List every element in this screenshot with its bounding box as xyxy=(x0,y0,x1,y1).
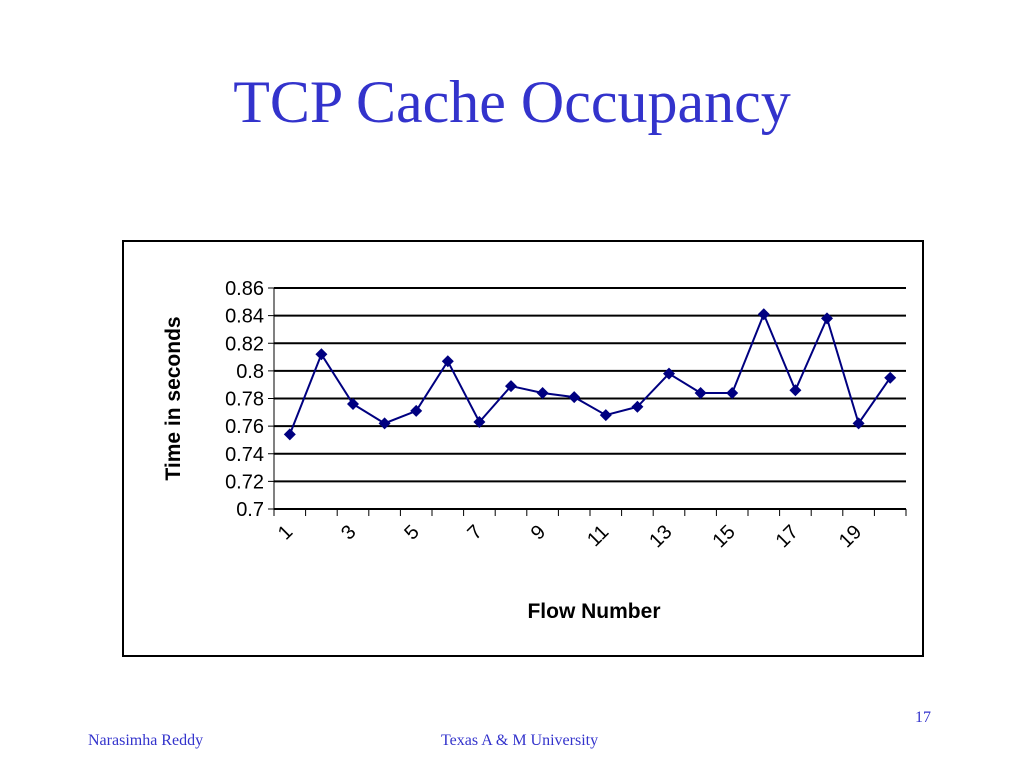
y-tick-label: 0.84 xyxy=(225,306,264,328)
y-tick-label: 0.78 xyxy=(225,389,264,411)
data-point xyxy=(410,404,423,417)
data-point xyxy=(789,384,802,397)
x-tick-label: 11 xyxy=(583,521,613,551)
data-point xyxy=(663,367,675,380)
footer-author: Narasimha Reddy xyxy=(88,732,204,749)
y-tick-label: 0.82 xyxy=(225,333,264,355)
y-axis-title: Time in seconds xyxy=(162,316,185,480)
data-point xyxy=(757,308,770,321)
data-point xyxy=(568,391,581,404)
data-point xyxy=(283,428,296,441)
data-point xyxy=(726,386,739,399)
data-point xyxy=(884,371,897,384)
y-tick-label: 0.7 xyxy=(236,499,264,521)
data-point xyxy=(631,400,644,413)
y-tick-label: 0.8 xyxy=(236,361,264,383)
data-point xyxy=(505,380,517,393)
x-tick-label: 1 xyxy=(274,521,297,544)
data-point xyxy=(378,417,391,430)
y-tick-label: 0.72 xyxy=(225,471,264,493)
data-point xyxy=(536,386,549,399)
x-tick-label: 13 xyxy=(645,521,676,552)
x-axis-title: Flow Number xyxy=(527,600,660,623)
data-point xyxy=(821,312,833,325)
x-tick-label: 9 xyxy=(527,521,550,544)
data-point xyxy=(694,386,707,399)
y-tick-label: 0.76 xyxy=(225,416,264,438)
x-tick-label: 3 xyxy=(337,521,360,544)
data-point xyxy=(347,398,359,411)
line-chart: 0.860.840.820.80.780.760.740.720.71 3 5 7 9 1… xyxy=(162,278,907,623)
x-tick-label: 17 xyxy=(772,521,803,552)
x-tick-label: 5 xyxy=(400,521,423,544)
data-point xyxy=(473,415,486,428)
footer-organization: Texas A & M University xyxy=(441,732,599,749)
y-tick-label: 0.86 xyxy=(225,278,264,300)
x-tick-label: 15 xyxy=(708,521,739,552)
data-point xyxy=(315,348,328,361)
data-point xyxy=(852,417,865,430)
x-tick-label: 19 xyxy=(835,521,866,552)
chart-frame: 0.86 0.84 0.82 0.8 0.78 0.76 0.74 0.72 0.7 1 3 5 7 9 1… xyxy=(122,240,924,657)
x-tick-label: 7 xyxy=(464,521,487,544)
data-point xyxy=(599,409,612,422)
y-tick-label: 0.74 xyxy=(225,444,264,466)
page-number: 17 xyxy=(915,709,931,726)
series-line xyxy=(288,311,892,435)
slide-title: TCP Cache Occupancy xyxy=(233,69,791,135)
data-point xyxy=(441,355,454,368)
